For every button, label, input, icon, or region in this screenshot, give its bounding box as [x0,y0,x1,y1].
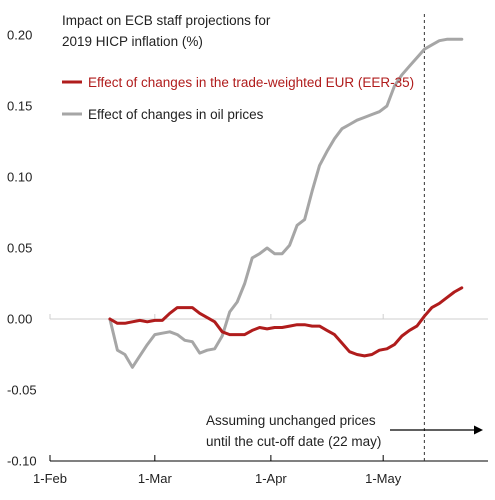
x-tick-label: 1-May [365,471,402,486]
y-tick-label: 0.05 [7,241,32,256]
y-tick-label: 0.10 [7,170,32,185]
annotation-line-2: until the cut-off date (22 may) [206,434,381,449]
y-tick-label: -0.05 [7,383,37,398]
x-tick-label: 1-Apr [255,471,287,486]
annotation-line-1: Assuming unchanged prices [206,413,376,428]
x-axis-labels: 1-Feb 1-Mar 1-Apr 1-May [33,471,402,486]
y-tick-label: -0.10 [7,454,37,469]
y-tick-label: 0.15 [7,99,32,114]
x-axis-ticks [49,314,384,461]
legend-label-eer: Effect of changes in the trade-weighted … [88,75,414,90]
x-tick-label: 1-Feb [33,471,67,486]
y-axis-labels: -0.10 -0.05 0.00 0.05 0.10 0.15 0.20 [7,28,37,469]
legend-label-oil: Effect of changes in oil prices [88,107,264,122]
annotation-arrow-head [474,425,483,435]
chart-title-line-2: 2019 HICP inflation (%) [62,34,203,49]
series-line-oil [108,37,464,369]
chart-title-line-1: Impact on ECB staff projections for [62,13,271,28]
series-layer [108,37,464,369]
series-line-eer [108,286,464,358]
legend: Effect of changes in the trade-weighted … [62,75,414,122]
x-tick-label: 1-Mar [138,471,173,486]
y-tick-label: 0.20 [7,28,32,43]
y-tick-label: 0.00 [7,312,32,327]
